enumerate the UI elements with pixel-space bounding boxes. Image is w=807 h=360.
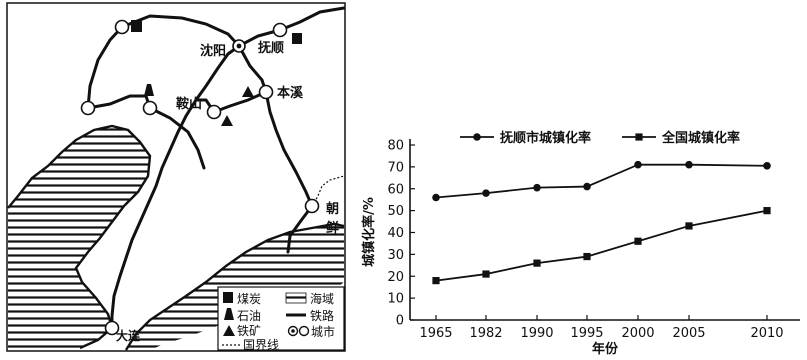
y-tick-label: 70 <box>387 160 404 175</box>
city-label-shenyang: 沈阳 <box>200 43 226 59</box>
country-label-korea-2: 鲜 <box>326 220 339 236</box>
data-point-square <box>482 270 490 278</box>
city-label-anshan: 鞍山 <box>176 96 202 112</box>
y-axis-ticks: 0 10 20 30 40 50 60 70 80 <box>387 139 415 329</box>
railways <box>86 6 346 330</box>
legend-marker-square <box>635 133 643 141</box>
provincial-capital-marker <box>232 39 246 53</box>
y-tick-label: 80 <box>387 139 404 154</box>
chart-axes <box>409 139 800 321</box>
iron-symbol <box>242 86 254 97</box>
legend-oil-symbol <box>224 308 234 320</box>
coastline <box>7 124 152 350</box>
urbanization-line-chart: 0 10 20 30 40 50 60 70 80 1965 1982 1990 1995 2000 20… <box>361 130 800 357</box>
legend-marker-circle <box>473 133 481 141</box>
map-legend: 煤炭 海域 石油 铁路 铁矿 城市 国界线 <box>217 286 345 352</box>
data-point-square <box>685 222 693 230</box>
legend-label: 抚顺市城镇化率 <box>500 130 591 146</box>
x-axis-ticks: 1965 1982 1990 1995 2000 2005 2010 <box>419 315 784 341</box>
map-panel: 沈阳 抚顺 鞍山 本溪 大连 朝 鲜 煤炭 海域 石油 铁路 铁矿 城市 国界线 <box>0 0 352 356</box>
city-label-benxi: 本溪 <box>277 85 304 101</box>
data-point-circle <box>432 193 440 202</box>
data-point-circle <box>533 183 541 192</box>
legend-iron-symbol <box>223 325 235 336</box>
data-point-square <box>432 277 440 285</box>
y-tick-label: 30 <box>387 248 404 263</box>
data-point-square <box>583 252 591 261</box>
coal-symbol <box>131 20 142 32</box>
data-point-square <box>634 237 642 245</box>
data-point-circle <box>482 189 490 197</box>
y-tick-label: 60 <box>387 182 404 197</box>
data-point-circle <box>685 160 693 169</box>
x-tick-label: 1990 <box>520 326 553 341</box>
legend-city-label: 城市 <box>311 324 335 339</box>
data-point-circle <box>634 160 642 169</box>
legend-sea-label: 海域 <box>310 291 334 306</box>
y-tick-label: 10 <box>387 292 404 307</box>
legend-label: 全国城镇化率 <box>661 130 740 146</box>
coal-symbol <box>292 33 302 44</box>
border-line <box>311 175 345 207</box>
data-point-circle <box>763 161 771 170</box>
series-line-2 <box>435 209 768 282</box>
city-label-fushun: 抚顺 <box>258 40 284 56</box>
x-tick-label: 1995 <box>570 326 603 341</box>
coastline-east <box>124 222 345 351</box>
x-tick-label: 1965 <box>419 326 452 341</box>
series-layer <box>432 160 771 285</box>
city-markers <box>80 19 320 336</box>
x-tick-label: 1982 <box>469 326 502 341</box>
y-tick-label: 40 <box>387 226 404 241</box>
chart-legend: 抚顺市城镇化率 全国城镇化率 <box>460 130 740 146</box>
legend-border-label: 国界线 <box>243 338 279 352</box>
data-point-square <box>763 207 771 215</box>
country-label-korea-1: 朝 <box>326 201 339 217</box>
iron-symbol <box>221 115 233 126</box>
y-tick-label: 50 <box>387 204 404 219</box>
legend-iron-label: 铁矿 <box>237 324 261 338</box>
oil-symbol <box>144 84 154 96</box>
city-label-dalian: 大连 <box>116 328 141 343</box>
y-tick-label: 0 <box>396 314 404 329</box>
legend-oil-label: 石油 <box>237 309 261 323</box>
legend-railway-label: 铁路 <box>310 308 334 323</box>
chart-panel: 0 10 20 30 40 50 60 70 80 1965 1982 1990 1995 2000 20… <box>360 0 807 357</box>
data-point-circle <box>583 182 591 191</box>
data-point-square <box>533 259 541 267</box>
y-tick-label: 20 <box>387 270 404 285</box>
legend-coal-symbol <box>223 292 233 303</box>
y-axis-label: 城镇化率/% <box>361 197 377 267</box>
legend-coal-label: 煤炭 <box>237 292 261 306</box>
x-tick-label: 2005 <box>672 326 705 341</box>
x-axis-label: 年份 <box>592 341 619 356</box>
x-tick-label: 2010 <box>750 326 783 341</box>
x-tick-label: 2000 <box>621 326 654 341</box>
liaoning-map: 沈阳 抚顺 鞍山 本溪 大连 朝 鲜 煤炭 海域 石油 铁路 铁矿 城市 国界线 <box>6 2 346 352</box>
